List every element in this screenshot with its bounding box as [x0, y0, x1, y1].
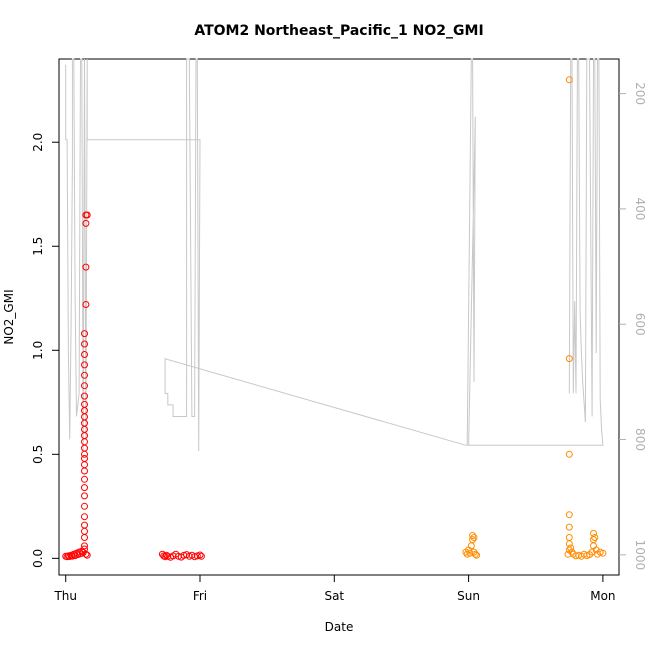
- data-point: [469, 532, 477, 539]
- right-tick-label: 600: [633, 313, 647, 336]
- data-point: [82, 263, 90, 271]
- data-point: [81, 545, 88, 553]
- data-point: [471, 550, 479, 558]
- data-point: [467, 542, 475, 550]
- data-point: [81, 521, 88, 529]
- data-point: [565, 76, 573, 84]
- data-point: [81, 371, 88, 379]
- data-point: [81, 330, 88, 338]
- data-point: [81, 382, 88, 390]
- data-point: [592, 546, 600, 554]
- x-tick-label: Thu: [53, 589, 77, 603]
- data-point: [565, 511, 573, 519]
- y-tick-label: 1.5: [31, 237, 45, 256]
- data-point: [161, 553, 169, 561]
- x-tick-label: Mon: [590, 589, 615, 603]
- right-tick-label: 400: [633, 197, 647, 220]
- data-point: [81, 492, 88, 500]
- data-point: [81, 455, 88, 462]
- data-point: [81, 438, 88, 446]
- data-point: [81, 534, 88, 541]
- data-point: [160, 552, 168, 560]
- data-point: [81, 467, 88, 475]
- right-tick-label: 1000: [633, 540, 647, 571]
- data-point: [81, 513, 88, 521]
- data-point: [564, 550, 572, 558]
- data-point: [197, 552, 205, 560]
- chart-title: ATOM2 Northeast_Pacific_1 NO2_GMI: [194, 23, 483, 39]
- y-tick-label: 1.0: [31, 341, 45, 360]
- data-point: [572, 552, 580, 560]
- data-point: [81, 413, 88, 421]
- x-tick-label: Fri: [193, 589, 207, 603]
- data-point: [81, 361, 88, 369]
- data-point: [81, 444, 88, 452]
- data-point: [83, 211, 91, 219]
- data-point: [83, 551, 91, 559]
- data-point: [81, 475, 88, 483]
- data-point: [81, 502, 88, 510]
- y-tick-label: 0.0: [31, 549, 45, 568]
- data-point: [81, 419, 88, 427]
- data-point: [565, 450, 573, 458]
- y-axis: 0.0 0.5 1.0 1.5 2.0: [31, 133, 59, 568]
- pressure-line: [65, 58, 604, 452]
- x-axis: Thu Fri Sat Sun Mon: [53, 574, 616, 603]
- x-tick-label: Sat: [324, 589, 344, 603]
- x-axis-label: Date: [325, 620, 354, 634]
- data-point: [81, 407, 88, 415]
- data-point: [591, 534, 599, 541]
- data-point: [196, 551, 204, 559]
- data-point: [470, 534, 478, 541]
- right-tick-label: 200: [633, 82, 647, 105]
- data-point: [81, 450, 88, 458]
- data-point: [162, 551, 170, 559]
- data-point: [82, 301, 90, 308]
- data-point: [81, 461, 88, 469]
- data-point: [82, 219, 90, 227]
- data-point: [81, 351, 88, 358]
- data-point: [81, 432, 88, 440]
- y-tick-label: 0.5: [31, 445, 45, 464]
- data-point: [565, 355, 573, 363]
- data-point: [81, 527, 88, 535]
- data-point: [81, 392, 88, 400]
- right-axis: 200 400 600 800 1000: [619, 82, 647, 570]
- data-point: [81, 484, 88, 492]
- data-points: [62, 76, 607, 561]
- data-point: [81, 542, 88, 550]
- data-point: [565, 523, 573, 531]
- data-point: [82, 550, 90, 558]
- data-point: [565, 534, 573, 541]
- data-point: [590, 529, 597, 537]
- data-point: [599, 549, 607, 557]
- right-tick-label: 800: [633, 428, 647, 451]
- pressure-trace: [65, 58, 604, 452]
- data-point: [473, 551, 481, 559]
- data-point: [81, 400, 88, 408]
- data-point: [63, 553, 71, 561]
- data-point: [567, 544, 575, 552]
- data-point: [81, 340, 88, 348]
- data-point: [81, 425, 88, 433]
- x-tick-label: Sun: [457, 589, 480, 603]
- plot-frame: [58, 58, 620, 576]
- y-axis-label: NO2_GMI: [2, 289, 16, 344]
- y-tick-label: 2.0: [31, 133, 45, 152]
